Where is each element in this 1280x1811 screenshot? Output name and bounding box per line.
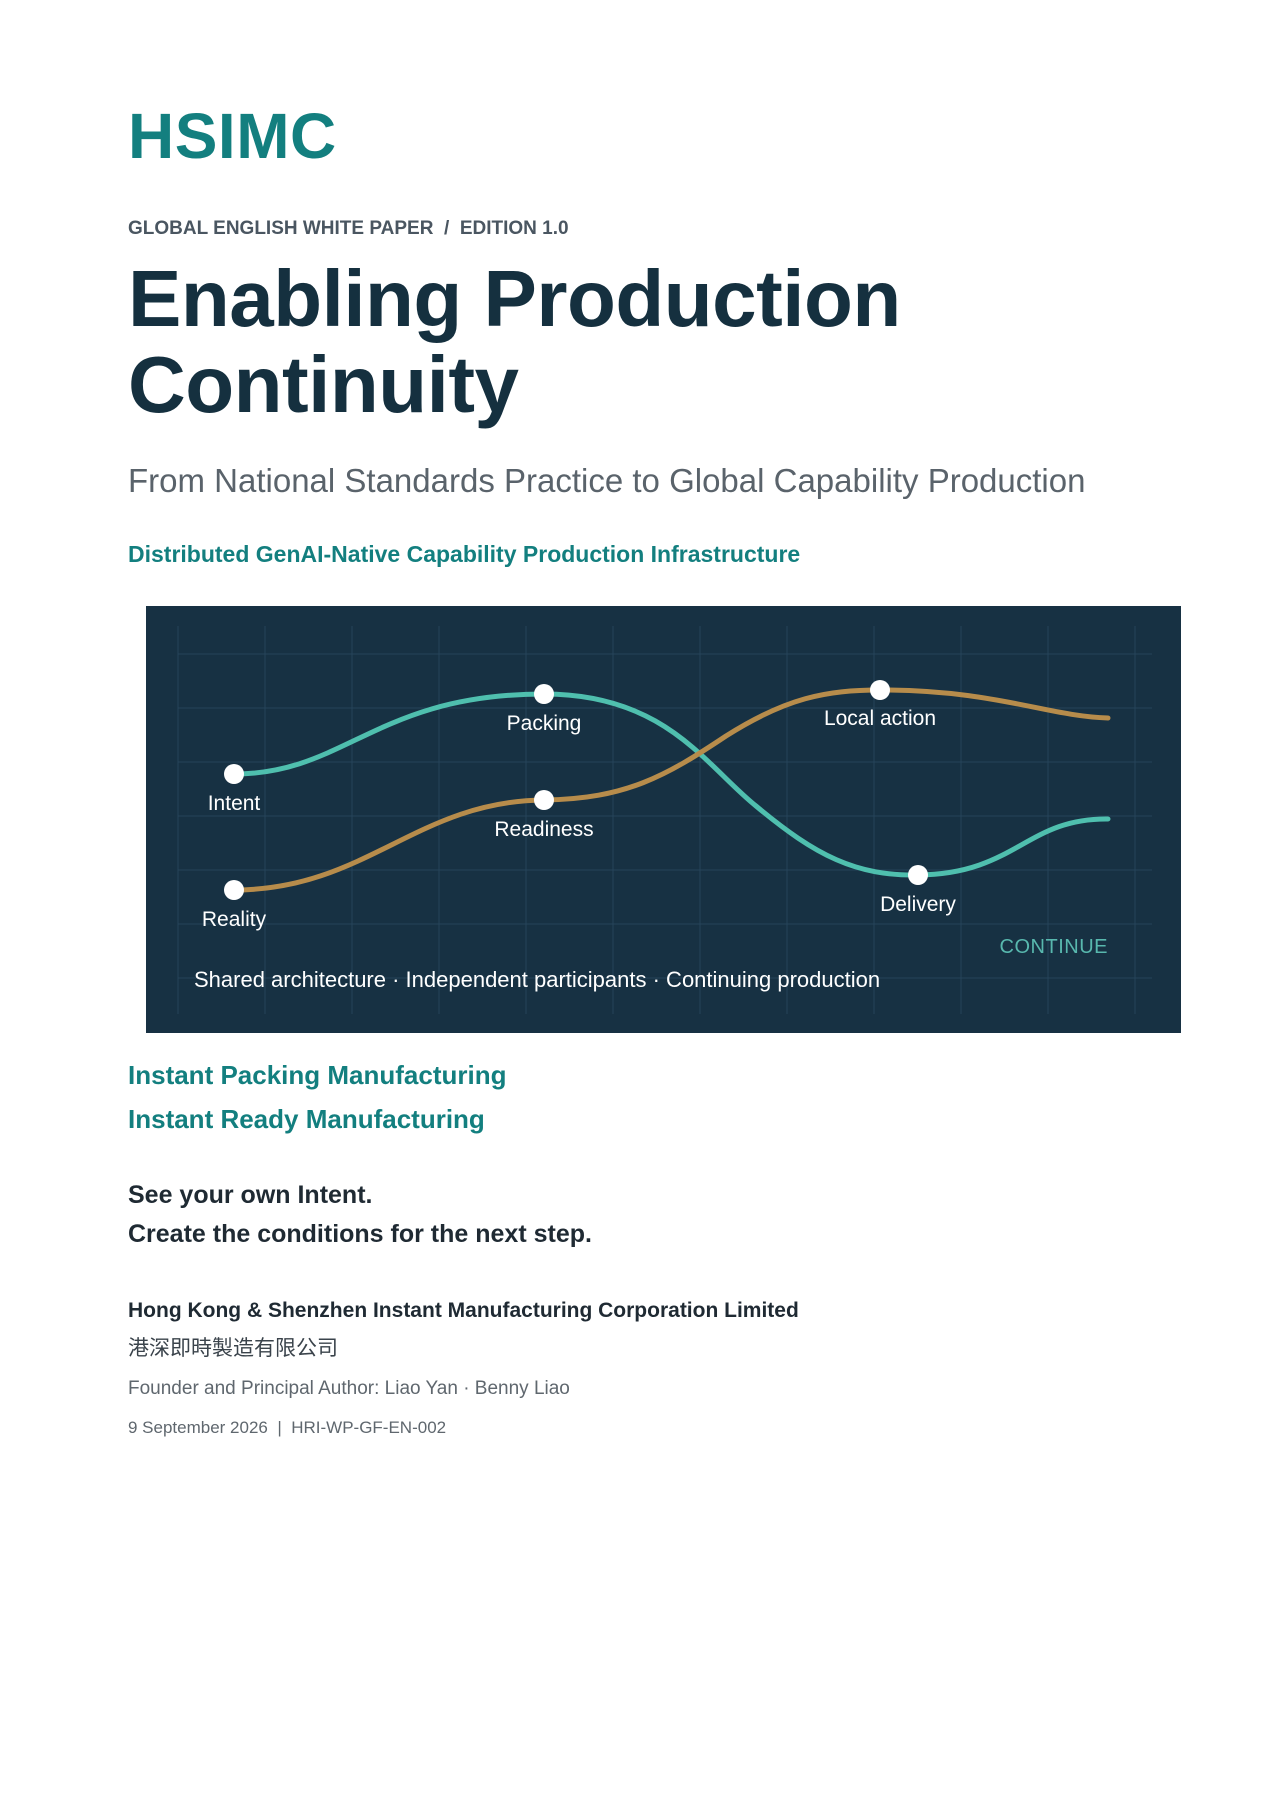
node-delivery-label: Delivery [880, 893, 956, 916]
tagline: Distributed GenAI-Native Capability Prod… [128, 541, 801, 567]
series-type: GLOBAL ENGLISH WHITE PAPER [128, 218, 434, 239]
node-intent-dot [224, 764, 244, 784]
node-delivery-dot [908, 865, 928, 885]
company-name-en: Hong Kong & Shenzhen Instant Manufacturi… [128, 1299, 799, 1322]
series-separator: / [443, 218, 450, 239]
brand-logo: HSIMC [128, 100, 337, 172]
node-readiness-dot [534, 790, 554, 810]
motto-line-2: Create the conditions for the next step. [128, 1220, 592, 1248]
continue-label: CONTINUE [1000, 936, 1108, 958]
node-reality-label: Reality [202, 908, 267, 931]
teal-curve [231, 691, 1111, 878]
node-intent-label: Intent [208, 792, 261, 815]
company-name-cn: 港深即時製造有限公司 [128, 1337, 338, 1360]
document-meta: 9 September 2026 | HRI-WP-GF-EN-002 [128, 1416, 446, 1440]
node-readiness-label: Readiness [494, 818, 593, 841]
hero-illustration: Intent Packing Local action Readiness Re… [146, 606, 1181, 1033]
product-line-ready: Instant Ready Manufacturing [128, 1104, 485, 1134]
title-line-2: Continuity [128, 340, 519, 429]
product-line-packing: Instant Packing Manufacturing [128, 1060, 507, 1090]
node-packing-label: Packing [507, 712, 582, 735]
hero-svg: Intent Packing Local action Readiness Re… [177, 626, 1152, 1014]
hero-grid [177, 626, 1152, 1014]
document-id: HRI-WP-GF-EN-002 [291, 1418, 447, 1437]
page-title: Enabling Production Continuity [128, 256, 901, 428]
node-local-action-label: Local action [824, 707, 936, 730]
meta-separator: | [277, 1418, 282, 1437]
series-label: GLOBAL ENGLISH WHITE PAPER / EDITION 1.0 [128, 216, 569, 242]
node-reality-dot [224, 880, 244, 900]
page-subtitle: From National Standards Practice to Glob… [128, 462, 1086, 499]
title-line-1: Enabling Production [128, 254, 901, 343]
motto-line-1: See your own Intent. [128, 1181, 373, 1209]
author-line: Founder and Principal Author: Liao Yan ·… [128, 1378, 570, 1399]
publish-date: 9 September 2026 [128, 1418, 268, 1437]
hero-caption: Shared architecture · Independent partic… [194, 967, 880, 992]
node-local-action-dot [870, 680, 890, 700]
series-edition: EDITION 1.0 [459, 218, 569, 239]
node-packing-dot [534, 684, 554, 704]
gold-curve [231, 687, 1111, 893]
